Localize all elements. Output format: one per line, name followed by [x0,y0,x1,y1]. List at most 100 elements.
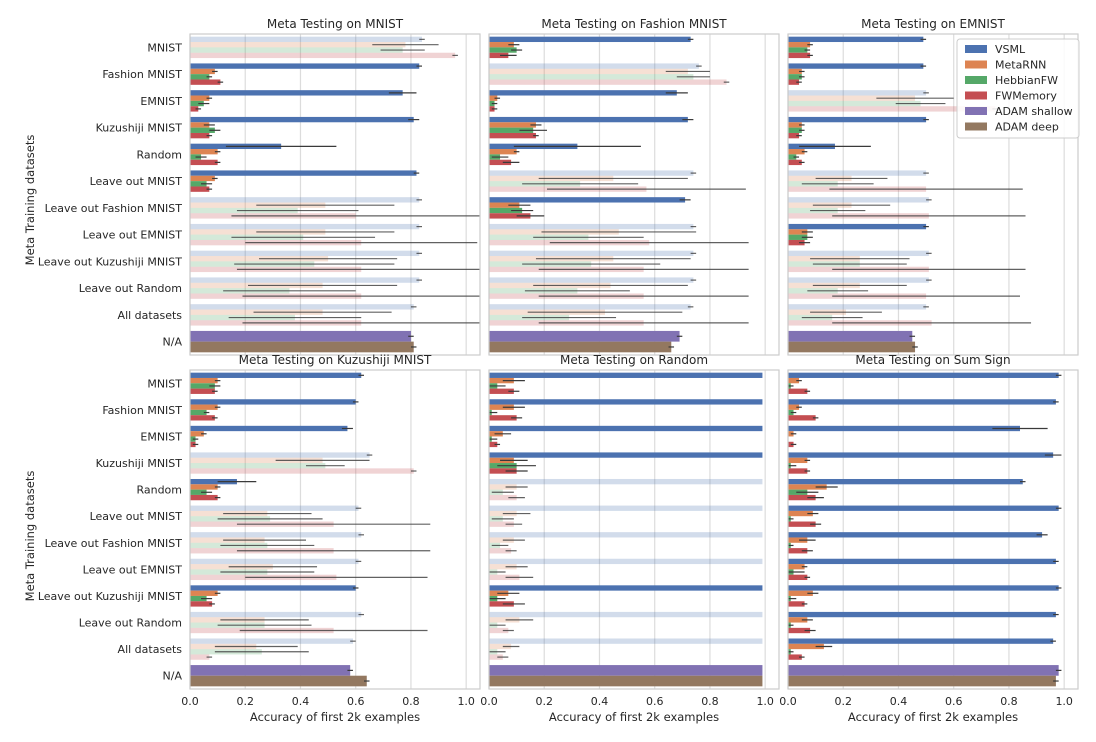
bar-vsml [190,372,362,378]
y-tick-label: Leave out MNIST [90,510,183,523]
bar-fwmemory [489,441,498,448]
bar-vsml [788,250,929,257]
bar-vsml [190,478,237,485]
plot-area [489,34,779,355]
bar-hebbianfw [489,207,523,214]
bar-fwmemory [190,186,210,192]
bar-metarnn [489,68,688,75]
bar-metarnn [788,510,813,517]
plot-area [489,370,779,689]
plot-frame [787,33,1079,356]
bar-metarnn [489,202,520,208]
bar-vsml [489,250,694,257]
bar-vsml [489,585,763,591]
bar-fwmemory [489,52,509,59]
bar-hebbianfw [489,127,534,133]
bar-hebbianfw [190,47,403,53]
bar-adam-shallow [190,330,411,342]
bar-fwmemory [190,468,414,474]
legend: VSML MetaRNN HebbianFW FWMemory ADAM shallow… [956,38,1080,139]
plot-area [788,370,1078,689]
bar-vsml [788,478,1023,485]
subplot-title: Meta Testing on MNIST [267,17,404,31]
bar-fwmemory [788,574,808,581]
bar-vsml [190,399,356,405]
bar-fwmemory [489,79,727,85]
bar-fwmemory [788,132,800,139]
subplot-1: Meta Testing on MNIST MNIST Fashion MNIST E… [38,17,481,356]
bar-fwmemory [190,388,215,394]
bar-metarnn [489,564,517,570]
bar-fwmemory [489,627,509,634]
bar-vsml [190,223,420,230]
plot-frame [787,369,1079,690]
bar-fwmemory [190,159,218,166]
x-tick-label: 0.8 [1000,695,1018,708]
plot-frame [189,369,481,690]
bar-vsml [489,611,763,618]
subplot-4: Meta Testing on Kuzushiji MNIST MNIST Fash… [38,353,481,724]
bar-metarnn [489,404,514,410]
bar-vsml [788,425,1020,432]
bar-vsml [190,585,356,591]
bar-fwmemory [788,388,808,394]
bar-hebbianfw [190,595,207,602]
x-tick-label: 1.0 [1055,695,1073,708]
x-tick-label: 0.2 [535,695,553,708]
bar-metarnn [788,643,824,650]
y-tick-label: MNIST [147,41,182,54]
bar-fwmemory [788,654,802,660]
subplot-title: Meta Testing on Fashion MNIST [541,17,727,31]
bar-fwmemory [788,627,811,634]
bar-metarnn [190,122,210,128]
x-axis-label: Accuracy of first 2k examples [549,710,719,724]
bar-fwmemory [788,239,805,246]
y-tick-label: Kuzushiji MNIST [96,122,183,135]
plot-area [190,370,480,689]
bar-vsml [190,63,420,69]
legend-label: FWMemory [995,90,1057,103]
legend-swatch-fwmemory [965,91,987,100]
bar-metarnn [190,404,218,410]
bar-metarnn [788,149,805,155]
bar-metarnn [788,377,800,384]
bar-vsml [489,90,677,96]
bar-vsml [489,638,763,644]
legend-swatch-adam-deep [965,122,987,131]
bar-vsml [788,452,1054,458]
subplot-6: Meta Testing on Sum Sign 0.0 0.2 0.4 0.6 0.8 1… [779,353,1079,724]
bar-vsml [190,425,348,432]
y-tick-label: Leave out Kuzushiji MNIST [38,590,182,603]
bar-fwmemory [788,106,996,112]
bar-vsml [788,63,924,69]
bar-fwmemory [190,52,456,59]
bar-fwmemory [190,415,215,421]
bar-vsml [489,558,763,565]
bar-vsml [489,425,763,432]
subplot-title: Meta Testing on Kuzushiji MNIST [239,353,432,367]
bar-adam-shallow [788,665,1059,676]
x-axis-label: Accuracy of first 2k examples [250,710,420,724]
y-tick-label: All datasets [118,309,183,322]
bar-vsml [788,532,1043,538]
bar-hebbianfw [788,234,808,240]
plot-area [190,34,480,355]
bar-vsml [788,558,1056,565]
bar-vsml [190,170,417,176]
bar-fwmemory [190,79,221,85]
bar-metarnn [788,42,811,48]
bar-vsml [788,170,927,176]
bar-metarnn [190,457,323,464]
bar-vsml [190,452,370,458]
bar-vsml [489,304,691,310]
bar-fwmemory [788,521,816,527]
bar-fwmemory [489,159,512,166]
legend-label: ADAM shallow [995,105,1073,118]
bar-adam-shallow [190,665,351,676]
bar-fwmemory [788,601,805,607]
bar-fwmemory [788,79,800,85]
bar-vsml [489,170,694,176]
bar-fwmemory [489,388,514,394]
x-tick-label: 0.8 [701,695,719,708]
